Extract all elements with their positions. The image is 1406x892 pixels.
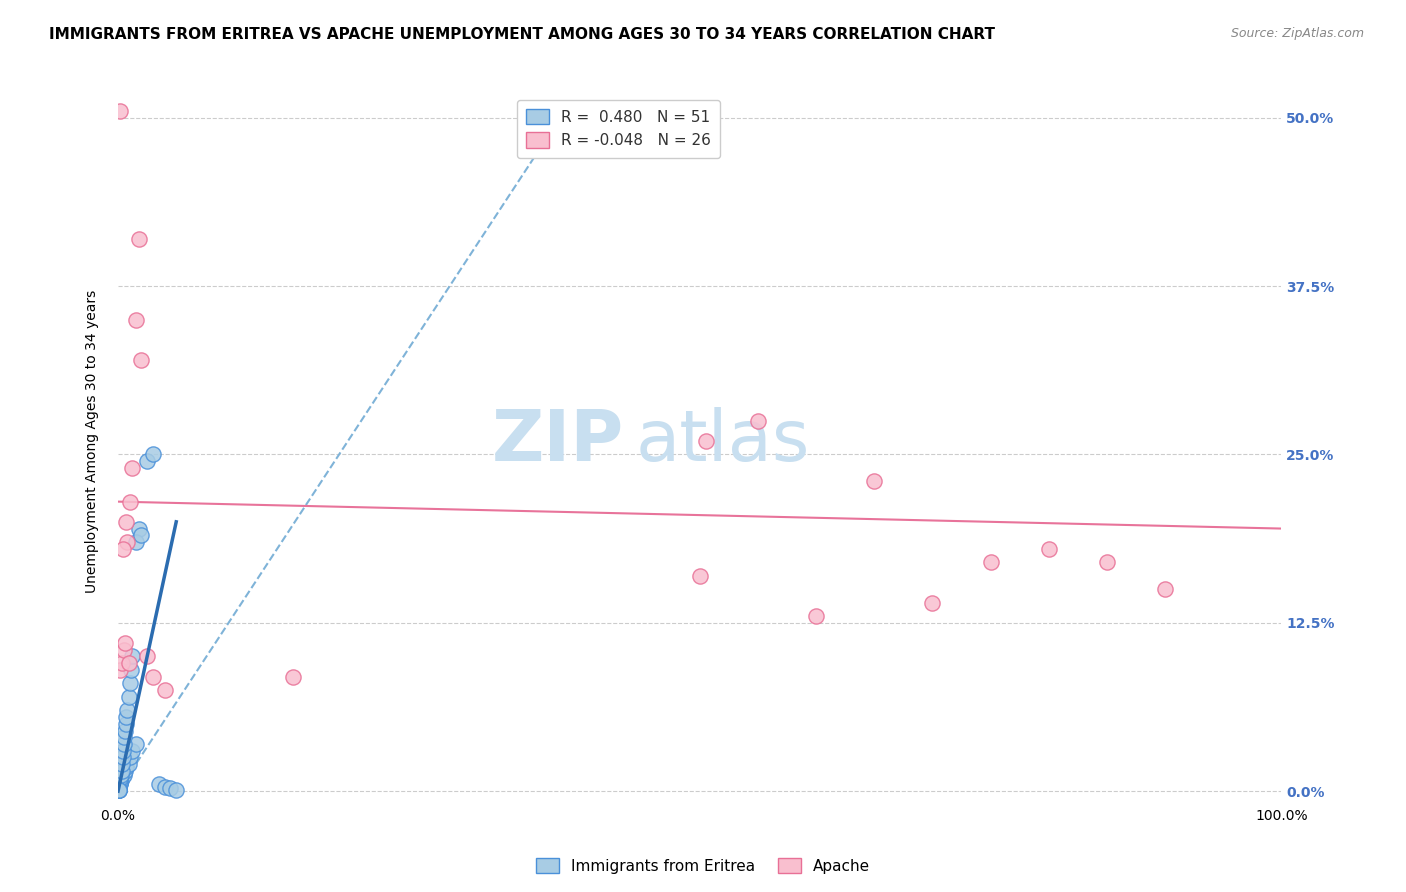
- Point: [117, 757, 139, 772]
- Point: [1154, 582, 1177, 596]
- Point: [114, 716, 136, 731]
- Point: [107, 783, 129, 797]
- Point: [142, 448, 165, 462]
- Point: [281, 670, 304, 684]
- Point: [112, 642, 135, 657]
- Point: [159, 781, 181, 796]
- Point: [107, 782, 129, 797]
- Point: [107, 781, 129, 796]
- Point: [115, 515, 138, 529]
- Legend: Immigrants from Eritrea, Apache: Immigrants from Eritrea, Apache: [530, 852, 876, 880]
- Point: [117, 657, 139, 671]
- Point: [1038, 541, 1060, 556]
- Point: [863, 475, 886, 489]
- Point: [111, 541, 134, 556]
- Text: Source: ZipAtlas.com: Source: ZipAtlas.com: [1230, 27, 1364, 40]
- Point: [108, 779, 131, 793]
- Point: [121, 744, 143, 758]
- Point: [117, 535, 139, 549]
- Point: [110, 771, 132, 785]
- Point: [804, 609, 827, 624]
- Point: [112, 744, 135, 758]
- Point: [124, 535, 146, 549]
- Point: [118, 750, 141, 764]
- Point: [108, 777, 131, 791]
- Point: [114, 723, 136, 738]
- Point: [136, 649, 159, 664]
- Point: [110, 764, 132, 778]
- Point: [110, 657, 132, 671]
- Legend: R =  0.480   N = 51, R = -0.048   N = 26: R = 0.480 N = 51, R = -0.048 N = 26: [516, 100, 720, 158]
- Text: atlas: atlas: [636, 407, 810, 475]
- Point: [1095, 555, 1118, 569]
- Point: [112, 737, 135, 751]
- Point: [108, 776, 131, 790]
- Point: [165, 782, 187, 797]
- Point: [115, 710, 138, 724]
- Point: [689, 568, 711, 582]
- Point: [112, 768, 135, 782]
- Point: [108, 780, 131, 795]
- Point: [108, 776, 131, 790]
- Point: [108, 780, 131, 794]
- Point: [108, 779, 131, 793]
- Point: [117, 690, 139, 704]
- Point: [980, 555, 1002, 569]
- Point: [128, 232, 150, 246]
- Point: [108, 782, 131, 797]
- Text: ZIP: ZIP: [492, 407, 624, 475]
- Point: [124, 313, 146, 327]
- Point: [118, 494, 141, 508]
- Point: [136, 454, 159, 468]
- Point: [107, 782, 129, 797]
- Point: [142, 670, 165, 684]
- Point: [114, 764, 136, 778]
- Point: [108, 773, 131, 788]
- Point: [115, 760, 138, 774]
- Point: [107, 783, 129, 797]
- Point: [111, 757, 134, 772]
- Point: [148, 777, 170, 791]
- Point: [124, 737, 146, 751]
- Point: [153, 683, 176, 698]
- Y-axis label: Unemployment Among Ages 30 to 34 years: Unemployment Among Ages 30 to 34 years: [86, 289, 100, 592]
- Point: [111, 750, 134, 764]
- Point: [131, 528, 153, 542]
- Point: [117, 703, 139, 717]
- Point: [108, 777, 131, 791]
- Point: [108, 104, 131, 119]
- Point: [153, 780, 176, 794]
- Point: [108, 781, 131, 796]
- Point: [108, 780, 131, 794]
- Point: [695, 434, 717, 448]
- Point: [921, 596, 943, 610]
- Point: [118, 676, 141, 690]
- Point: [131, 353, 153, 368]
- Point: [120, 663, 142, 677]
- Point: [128, 522, 150, 536]
- Point: [121, 461, 143, 475]
- Point: [747, 414, 769, 428]
- Text: IMMIGRANTS FROM ERITREA VS APACHE UNEMPLOYMENT AMONG AGES 30 TO 34 YEARS CORRELA: IMMIGRANTS FROM ERITREA VS APACHE UNEMPL…: [49, 27, 995, 42]
- Point: [121, 649, 143, 664]
- Point: [110, 771, 132, 785]
- Point: [110, 663, 132, 677]
- Point: [114, 731, 136, 745]
- Point: [110, 773, 132, 788]
- Point: [110, 768, 132, 782]
- Point: [114, 636, 136, 650]
